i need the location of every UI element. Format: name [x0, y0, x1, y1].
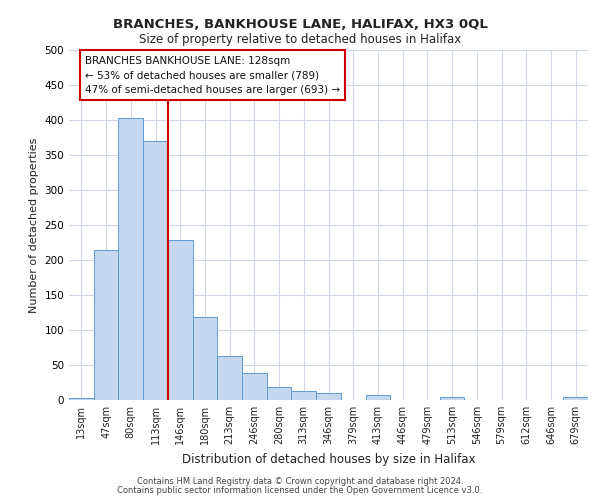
Text: Contains HM Land Registry data © Crown copyright and database right 2024.: Contains HM Land Registry data © Crown c… [137, 477, 463, 486]
Text: BRANCHES BANKHOUSE LANE: 128sqm
← 53% of detached houses are smaller (789)
47% o: BRANCHES BANKHOUSE LANE: 128sqm ← 53% of… [85, 56, 340, 95]
Text: Size of property relative to detached houses in Halifax: Size of property relative to detached ho… [139, 32, 461, 46]
Bar [563, 397, 588, 400]
Bar [193, 316, 217, 400]
X-axis label: Distribution of detached houses by size in Halifax: Distribution of detached houses by size … [182, 452, 475, 466]
Text: Contains public sector information licensed under the Open Government Licence v3: Contains public sector information licen… [118, 486, 482, 495]
Bar [267, 388, 292, 400]
Bar [242, 372, 267, 400]
Bar [316, 393, 341, 400]
Bar [143, 141, 168, 400]
Bar [440, 396, 464, 400]
Y-axis label: Number of detached properties: Number of detached properties [29, 138, 39, 312]
Bar [168, 240, 193, 400]
Bar [292, 391, 316, 400]
Bar [94, 250, 118, 400]
Bar [118, 118, 143, 400]
Text: BRANCHES, BANKHOUSE LANE, HALIFAX, HX3 0QL: BRANCHES, BANKHOUSE LANE, HALIFAX, HX3 0… [113, 18, 487, 30]
Bar [69, 398, 94, 400]
Bar [217, 356, 242, 400]
Bar [365, 395, 390, 400]
